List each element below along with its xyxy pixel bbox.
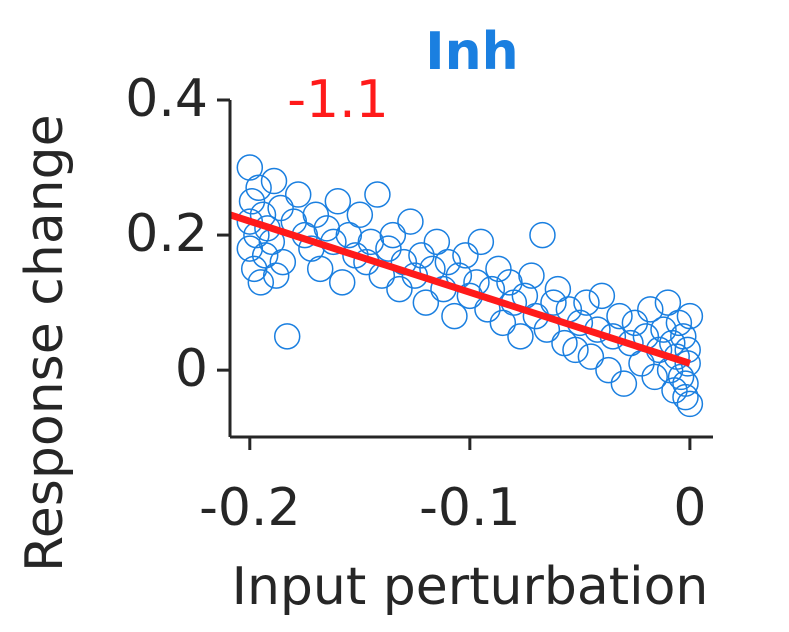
scatter-point	[676, 302, 704, 330]
scatter-point	[247, 269, 275, 296]
scatter-point	[379, 221, 407, 249]
scatter-point	[544, 275, 572, 303]
scatter-point	[408, 242, 435, 269]
scatter-point	[273, 323, 301, 350]
scatter-point	[302, 201, 330, 229]
scatter-point	[441, 302, 468, 330]
scatter-point	[364, 181, 391, 208]
scatter-point	[577, 343, 605, 370]
scatter-point	[386, 275, 413, 303]
scatter-point	[674, 350, 701, 377]
scatter-point	[606, 302, 633, 330]
scatter-point	[637, 296, 664, 323]
scatter-point	[240, 255, 268, 283]
scatter-point	[610, 370, 638, 397]
scatter-point	[284, 181, 312, 208]
scatter-point	[306, 255, 334, 283]
scatter-point	[621, 309, 649, 337]
scatter-point	[641, 363, 668, 391]
fit-line	[228, 211, 691, 367]
scatter-point	[467, 228, 495, 256]
scatter-point	[628, 350, 655, 377]
scatter-point	[670, 323, 697, 350]
y-axis-label: Response change	[15, 114, 75, 572]
scatter-point	[667, 363, 695, 391]
scatter-point	[236, 235, 264, 262]
scatter-point	[357, 228, 385, 256]
scatter-point	[485, 255, 512, 283]
chart-title: Inh	[425, 22, 518, 82]
slope-annotation: -1.1	[287, 70, 388, 130]
scatter-point	[245, 174, 272, 202]
scatter-point	[335, 221, 363, 249]
scatter-point	[676, 390, 704, 418]
scatter-point	[423, 228, 451, 256]
scatter-point	[238, 188, 266, 215]
y-tick-label: 0.4	[125, 69, 208, 129]
scatter-point	[324, 188, 352, 215]
scatter-point	[328, 269, 356, 296]
scatter-point	[434, 248, 462, 276]
scatter-point	[672, 383, 699, 411]
scatter-point	[346, 201, 374, 229]
scatter-point	[236, 208, 264, 235]
scatter-point	[260, 167, 288, 195]
scatter-point	[397, 208, 424, 235]
scatter-point	[262, 262, 290, 289]
scatter-point	[452, 242, 479, 269]
scatter-point	[313, 215, 341, 242]
scatter-point	[251, 242, 279, 269]
scatter-point	[269, 248, 297, 276]
scatter-point	[375, 235, 402, 262]
scatter-point	[489, 309, 517, 337]
scatter-point	[672, 370, 699, 397]
y-tick-label: 0.2	[125, 204, 208, 264]
scatter-point	[518, 262, 545, 289]
x-axis-label: Input perturbation	[232, 557, 709, 617]
scatter-point	[562, 336, 589, 364]
scatter-point	[588, 282, 616, 310]
scatter-point	[595, 356, 622, 384]
x-tick-label: -0.2	[199, 478, 300, 538]
scatter-point	[267, 194, 294, 222]
scatter-point	[507, 323, 534, 350]
x-tick-label: -0.1	[419, 478, 520, 538]
y-tick-label: 0	[175, 339, 208, 399]
scatter-point	[573, 289, 600, 316]
scatter-point	[496, 269, 523, 296]
scatter-point	[236, 154, 264, 181]
scatter-point	[412, 289, 440, 316]
x-tick-label: 0	[673, 478, 706, 538]
scatter-point	[540, 289, 567, 316]
scatter-point	[654, 289, 682, 316]
scatter-point	[529, 221, 556, 249]
scatter-point	[650, 316, 677, 343]
